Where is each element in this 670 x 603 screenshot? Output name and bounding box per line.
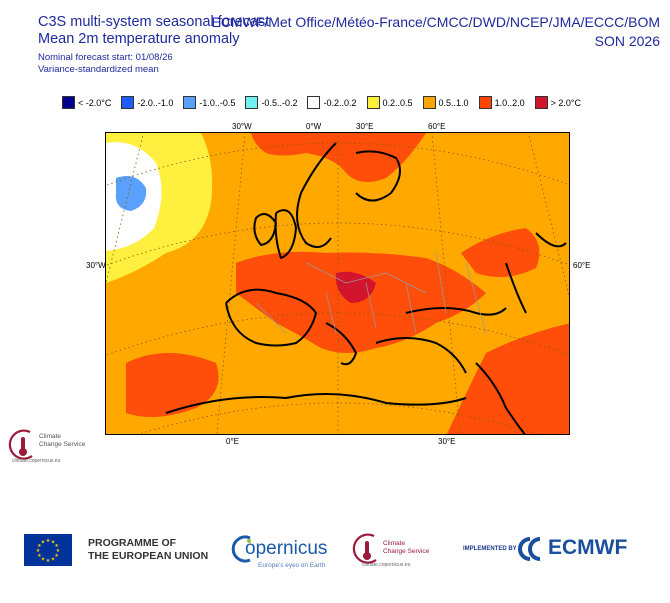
lat-label-left: 30°W: [86, 261, 106, 270]
providers-text: ECMWF/Met Office/Météo-France/CMCC/DWD/N…: [211, 14, 660, 30]
lon-label-top-1: 30°W: [232, 122, 252, 131]
eu-star: ★: [51, 557, 56, 563]
legend-item: < -2.0°C: [62, 96, 111, 109]
ecmwf-logo: ECMWF: [516, 536, 652, 562]
c3s-footer-name: Climate Change Service: [383, 540, 429, 556]
anomaly-field-1.0-2.0-southwest: [126, 353, 219, 417]
copernicus-tagline: Europe's eyes on Earth: [258, 562, 326, 569]
c3s-footer-url: climate.copernicus.eu: [362, 562, 411, 568]
legend-label: < -2.0°C: [78, 97, 112, 108]
legend-swatch: [366, 96, 380, 109]
lat-label-right: 60°E: [573, 261, 591, 270]
copernicus-wordmark: opernicus: [245, 538, 328, 559]
legend-label: 0.5..1.0: [438, 97, 469, 108]
legend-label: > 2.0°C: [550, 97, 581, 108]
legend-swatch: [183, 96, 197, 109]
title-line-1: C3S multi-system seasonal forecast: [38, 14, 270, 30]
eu-star: ★: [37, 553, 42, 559]
map: [105, 132, 570, 435]
legend-label: -1.0..-0.5: [199, 97, 236, 108]
programme-line2: THE EUROPEAN UNION: [88, 550, 209, 562]
ecmwf-globe-icon: [518, 537, 541, 561]
anomaly-field-above-2: [335, 271, 376, 303]
title-line-2: Mean 2m temperature anomaly: [38, 31, 240, 47]
c3s-footer-line2: Change Service: [383, 548, 430, 555]
c3s-thermometer-icon: [352, 533, 377, 564]
implemented-by-text: IMPLEMENTED BY: [463, 546, 517, 552]
eu-stars-icon: ★★★★★★★★★ ★ ★★: [36, 538, 61, 564]
map-svg: [106, 133, 569, 434]
coastlines: [165, 142, 567, 434]
eu-flag: ★ ★ ★ ★ ★ ★ ★ ★ ★ ★ ★ ★: [24, 534, 72, 566]
thermometer-logo-icon: [8, 429, 33, 460]
copernicus-logo: opernicus Europe's eyes on Earth: [230, 532, 330, 572]
eu-star: ★: [41, 539, 46, 545]
method-text: Variance-standardized mean: [38, 64, 159, 75]
legend-item: > 2.0°C: [534, 96, 581, 109]
title-block: C3S multi-system seasonal forecast Mean …: [38, 14, 269, 48]
c3s-inline-line1: Climate: [39, 433, 62, 440]
legend-label: 0.2..0.5: [382, 97, 413, 108]
eu-star: ★: [37, 543, 42, 549]
copernicus-c-icon: [231, 535, 251, 563]
graticule: [106, 133, 569, 434]
legend-label: 1.0..2.0: [494, 97, 525, 108]
eu-programme-text: PROGRAMME OF THE EUROPEAN UNION: [88, 537, 208, 563]
legend-swatch: [245, 96, 259, 109]
c3s-inline-name: Climate Change Service: [39, 433, 85, 449]
anomaly-field-1.0-2.0-north: [251, 133, 426, 182]
eu-star: ★: [56, 548, 61, 554]
legend-swatch: [422, 96, 436, 109]
legend-swatch: [307, 96, 321, 109]
lon-label-top-4: 60°E: [428, 122, 446, 131]
legend-swatch: [478, 96, 492, 109]
lon-label-bottom-1: 0°E: [226, 437, 239, 446]
legend-item: -2.0..-1.0: [121, 96, 173, 109]
lon-label-top-3: 30°E: [356, 122, 374, 131]
anomaly-field-negative: [115, 175, 147, 211]
legend-swatch: [121, 96, 135, 109]
anomaly-field-1.0-2.0-central: [236, 251, 486, 353]
legend: < -2.0°C -2.0..-1.0 -1.0..-0.5 -0.5..-0.2 -0…: [62, 96, 591, 109]
c3s-footer-logo: Climate Change Service climate.copernicu…: [352, 532, 452, 572]
legend-label: -2.0..-1.0: [137, 97, 174, 108]
lon-label-top-2: 0°W: [306, 122, 322, 131]
c3s-inline-url: climate.copernicus.eu: [12, 458, 61, 464]
legend-item: -0.2..0.2: [307, 96, 357, 109]
eu-star: ★: [46, 538, 51, 544]
eu-star: ★: [54, 553, 59, 559]
c3s-inline-logo: Climate Change Service climate.copernicu…: [8, 428, 108, 468]
legend-item: -0.5..-0.2: [245, 96, 297, 109]
eu-star: ★: [54, 543, 59, 549]
anomaly-field-1.0-2.0-east: [461, 228, 540, 277]
legend-item: 0.2..0.5: [366, 96, 413, 109]
eu-star: ★: [51, 539, 56, 545]
c3s-inline-line2: Change Service: [39, 441, 86, 448]
borders: [255, 252, 487, 334]
legend-swatch: [534, 96, 548, 109]
ecmwf-wordmark: ECMWF: [548, 536, 628, 559]
legend-swatch: [62, 96, 75, 109]
anomaly-field-1.0-2.0-southeast: [446, 323, 569, 434]
eu-star: ★: [46, 558, 51, 564]
eu-star: ★: [41, 557, 46, 563]
legend-item: 1.0..2.0: [478, 96, 525, 109]
c3s-footer-line1: Climate: [383, 540, 406, 547]
legend-label: -0.2..0.2: [323, 97, 357, 108]
legend-item: 0.5..1.0: [422, 96, 469, 109]
legend-label: -0.5..-0.2: [261, 97, 298, 108]
eu-star: ★: [36, 548, 41, 554]
forecast-start-text: Nominal forecast start: 01/08/26: [38, 52, 173, 63]
season-text: SON 2026: [594, 33, 660, 49]
programme-line1: PROGRAMME OF: [88, 537, 177, 549]
lon-label-bottom-2: 30°E: [438, 437, 456, 446]
legend-item: -1.0..-0.5: [183, 96, 235, 109]
